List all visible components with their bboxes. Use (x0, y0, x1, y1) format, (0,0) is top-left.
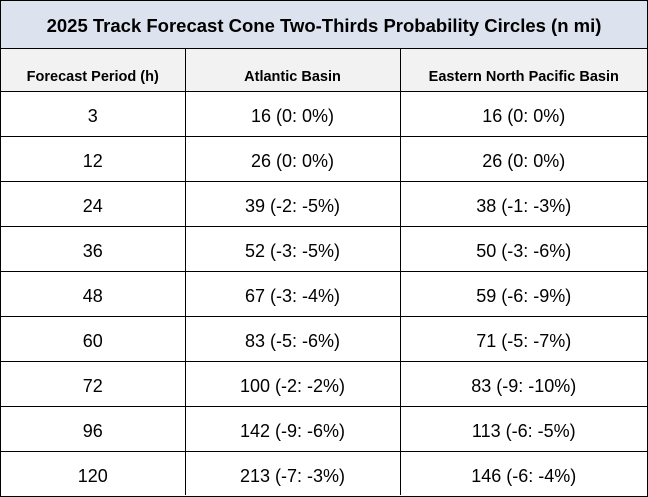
table-row: 3 16 (0: 0%) 16 (0: 0%) (1, 91, 647, 137)
pacific-value-cell: 146 (-6: -4%) (399, 451, 647, 495)
forecast-period-cell: 48 (1, 271, 185, 317)
atlantic-value-cell: 39 (-2: -5%) (184, 181, 400, 227)
pacific-value-cell: 113 (-6: -5%) (399, 406, 647, 452)
table-row: 120 213 (-7: -3%) 146 (-6: -4%) (1, 451, 647, 495)
pacific-value-cell: 38 (-1: -3%) (399, 181, 647, 227)
atlantic-value-cell: 67 (-3: -4%) (184, 271, 400, 317)
atlantic-value-cell: 52 (-3: -5%) (184, 226, 400, 272)
atlantic-value-cell: 142 (-9: -6%) (184, 406, 400, 452)
pacific-value-cell: 59 (-6: -9%) (399, 271, 647, 317)
header-row: Forecast Period (h) Atlantic Basin Easte… (1, 49, 647, 92)
table-row: 12 26 (0: 0%) 26 (0: 0%) (1, 136, 647, 182)
table-row: 96 142 (-9: -6%) 113 (-6: -5%) (1, 406, 647, 452)
table-row: 36 52 (-3: -5%) 50 (-3: -6%) (1, 226, 647, 272)
table-row: 24 39 (-2: -5%) 38 (-1: -3%) (1, 181, 647, 227)
forecast-period-cell: 3 (1, 91, 185, 137)
probability-circles-table: Forecast Period (h) Atlantic Basin Easte… (1, 49, 647, 495)
forecast-period-cell: 72 (1, 361, 185, 407)
pacific-value-cell: 71 (-5: -7%) (399, 316, 647, 362)
table-row: 72 100 (-2: -2%) 83 (-9: -10%) (1, 361, 647, 407)
column-header-forecast-period: Forecast Period (h) (1, 49, 185, 92)
pacific-value-cell: 16 (0: 0%) (399, 91, 647, 137)
column-header-atlantic-basin: Atlantic Basin (184, 49, 400, 92)
atlantic-value-cell: 100 (-2: -2%) (184, 361, 400, 407)
column-header-eastern-north-pacific-basin: Eastern North Pacific Basin (399, 49, 647, 92)
atlantic-value-cell: 16 (0: 0%) (184, 91, 400, 137)
forecast-period-cell: 60 (1, 316, 185, 362)
pacific-value-cell: 26 (0: 0%) (399, 136, 647, 182)
pacific-value-cell: 83 (-9: -10%) (399, 361, 647, 407)
atlantic-value-cell: 213 (-7: -3%) (184, 451, 400, 495)
forecast-period-cell: 12 (1, 136, 185, 182)
forecast-period-cell: 120 (77, 465, 108, 486)
forecast-period-cell: 96 (1, 406, 185, 452)
table-row: 48 67 (-3: -4%) 59 (-6: -9%) (1, 271, 647, 317)
pacific-value-cell: 50 (-3: -6%) (399, 226, 647, 272)
atlantic-value-cell: 83 (-5: -6%) (184, 316, 400, 362)
table-row: 60 83 (-5: -6%) 71 (-5: -7%) (1, 316, 647, 362)
table-title: 2025 Track Forecast Cone Two-Thirds Prob… (1, 1, 647, 49)
atlantic-value-cell: 26 (0: 0%) (184, 136, 400, 182)
forecast-period-cell: 36 (1, 226, 185, 272)
forecast-period-cell: 24 (1, 181, 185, 227)
